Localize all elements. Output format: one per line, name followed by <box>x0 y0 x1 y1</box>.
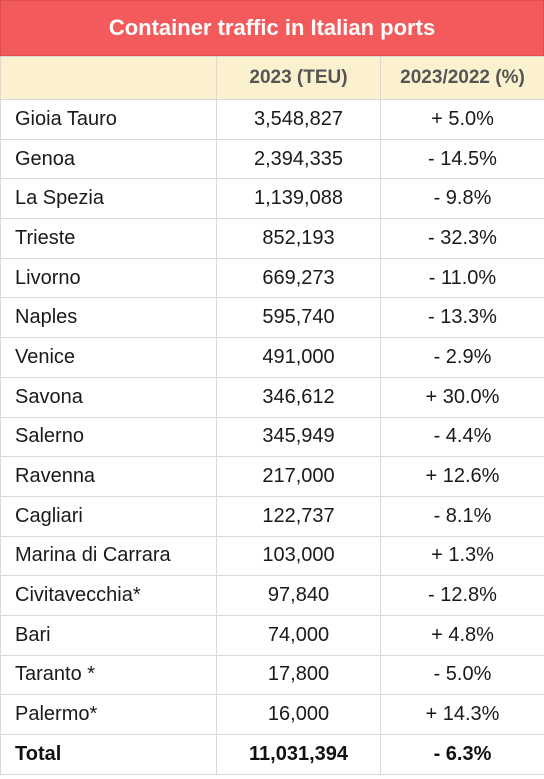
change-value-cell: - 13.3% <box>380 297 544 339</box>
port-name-cell: Venice <box>0 337 217 378</box>
table-row: Genoa 2,394,335- 14.5% <box>0 138 544 180</box>
total-label: Total <box>0 734 217 775</box>
teu-value-cell: 2,394,335 <box>216 138 381 180</box>
port-name-cell: Naples <box>0 297 217 339</box>
table-row: Bari 74,000 + 4.8% <box>0 614 544 656</box>
teu-value-cell: 1,139,088 <box>216 178 381 220</box>
header-teu: 2023 (TEU) <box>216 56 381 100</box>
change-value-cell: - 11.0% <box>380 257 544 299</box>
port-name-cell: Livorno <box>0 257 217 299</box>
port-name-cell: Cagliari <box>0 495 217 537</box>
change-value-cell: - 2.9% <box>380 337 544 378</box>
change-value-cell: - 32.3% <box>380 218 544 259</box>
teu-value-cell: 491,000 <box>216 337 381 378</box>
table-row: Gioia Tauro 3,548,827 + 5.0% <box>0 99 544 140</box>
change-value-cell: + 1.3% <box>380 535 544 577</box>
total-teu: 11,031,394 <box>216 734 381 775</box>
change-value-cell: - 5.0% <box>380 654 544 696</box>
change-value-cell: - 8.1% <box>380 495 544 537</box>
total-row: Total 11,031,394 - 6.3% <box>0 734 544 775</box>
table-row: Trieste 852,193- 32.3% <box>0 218 544 259</box>
teu-value-cell: 3,548,827 <box>216 99 381 140</box>
table-row: Venice 491,000- 2.9% <box>0 337 544 378</box>
teu-value-cell: 345,949 <box>216 416 381 458</box>
change-value-cell: - 4.4% <box>380 416 544 458</box>
port-name-cell: Salerno <box>0 416 217 458</box>
change-value-cell: + 12.6% <box>380 456 544 497</box>
change-value-cell: - 9.8% <box>380 178 544 220</box>
table-row: Livorno 669,273- 11.0% <box>0 257 544 299</box>
change-value-cell: - 12.8% <box>380 575 544 616</box>
table-row: Cagliari 122,737- 8.1% <box>0 495 544 537</box>
teu-value-cell: 852,193 <box>216 218 381 259</box>
header-change: 2023/2022 (%) <box>380 56 544 100</box>
table-row: Civitavecchia* 97,840- 12.8% <box>0 575 544 616</box>
teu-value-cell: 74,000 <box>216 614 381 656</box>
port-name-cell: Marina di Carrara <box>0 535 217 577</box>
teu-value-cell: 595,740 <box>216 297 381 339</box>
teu-value-cell: 97,840 <box>216 575 381 616</box>
change-value-cell: + 30.0% <box>380 376 544 418</box>
change-value-cell: - 14.5% <box>380 138 544 180</box>
table-row: Salerno 345,949- 4.4% <box>0 416 544 458</box>
teu-value-cell: 17,800 <box>216 654 381 696</box>
port-name-cell: Palermo* <box>0 694 217 735</box>
header-row: 2023 (TEU) 2023/2022 (%) <box>0 56 544 100</box>
change-value-cell: + 14.3% <box>380 694 544 735</box>
table-row: Savona 346,612 + 30.0% <box>0 376 544 418</box>
teu-value-cell: 217,000 <box>216 456 381 497</box>
table-row: Marina di Carrara 103,000 + 1.3% <box>0 535 544 577</box>
table-row: Ravenna 217,000 + 12.6% <box>0 456 544 497</box>
port-name-cell: Gioia Tauro <box>0 99 217 140</box>
table-title: Container traffic in Italian ports <box>0 0 544 56</box>
total-change: - 6.3% <box>380 734 544 775</box>
teu-value-cell: 122,737 <box>216 495 381 537</box>
port-name-cell: La Spezia <box>0 178 217 220</box>
header-port <box>0 56 217 100</box>
change-value-cell: + 4.8% <box>380 614 544 656</box>
teu-value-cell: 346,612 <box>216 376 381 418</box>
table-row: Naples 595,740- 13.3% <box>0 297 544 339</box>
port-traffic-table: 2023 (TEU) 2023/2022 (%) Gioia Tauro 3,54… <box>0 56 544 775</box>
port-name-cell: Ravenna <box>0 456 217 497</box>
port-name-cell: Bari <box>0 614 217 656</box>
change-value-cell: + 5.0% <box>380 99 544 140</box>
port-name-cell: Trieste <box>0 218 217 259</box>
teu-value-cell: 103,000 <box>216 535 381 577</box>
table-row: La Spezia 1,139,088- 9.8% <box>0 178 544 220</box>
teu-value-cell: 669,273 <box>216 257 381 299</box>
port-name-cell: Savona <box>0 376 217 418</box>
port-name-cell: Civitavecchia* <box>0 575 217 616</box>
port-name-cell: Genoa <box>0 138 217 180</box>
teu-value-cell: 16,000 <box>216 694 381 735</box>
table-row: Palermo* 16,000 + 14.3% <box>0 694 544 735</box>
port-name-cell: Taranto * <box>0 654 217 696</box>
table-row: Taranto * 17,800- 5.0% <box>0 654 544 696</box>
